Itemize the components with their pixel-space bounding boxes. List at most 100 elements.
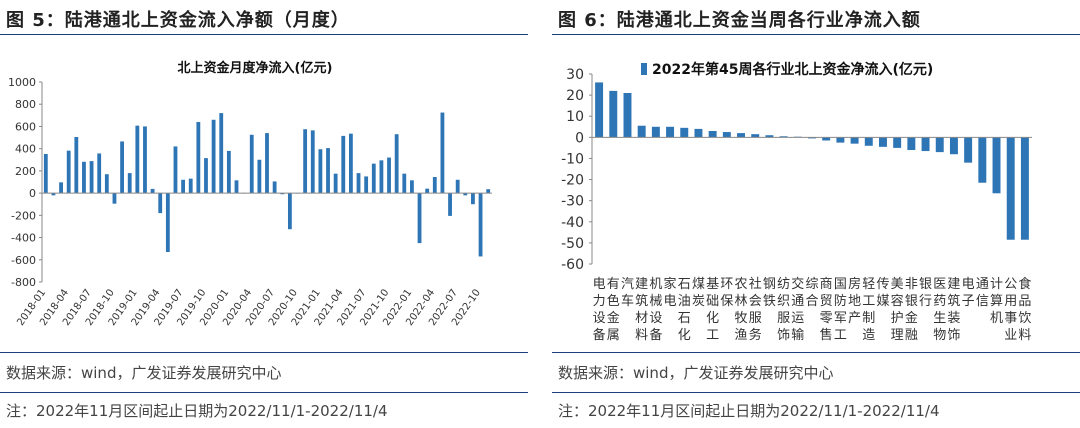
bar-2020-12 [310, 130, 315, 194]
bar-2019-04 [158, 193, 163, 214]
bar-煤炭 [694, 128, 703, 138]
bar-2019-08 [188, 178, 193, 194]
bar-2020-02 [234, 180, 239, 194]
bar-轻工制造 [864, 137, 873, 146]
bar-基础化工 [708, 131, 717, 138]
x-tick-label: 汽车 [621, 277, 634, 309]
y-tick-label: 200 [15, 165, 36, 178]
bar-2019-05 [165, 193, 170, 252]
bar-2021-10 [387, 157, 391, 194]
bar-2021-08 [371, 163, 376, 194]
x-tick-label: 社会服务 [749, 276, 762, 343]
bar-2018-08 [97, 153, 102, 194]
bar-传媒 [878, 137, 887, 147]
y-tick-label: -60 [561, 257, 584, 273]
bar-2021-12 [402, 173, 407, 194]
x-tick-label: 医药生物 [933, 277, 946, 343]
bar-2021-11 [394, 134, 399, 194]
bar-2020-07 [272, 181, 277, 194]
industry-weekly-chart: 2022年第45周各行业北上资金净流入(亿元) -60 -50 -40 -30 -20 -1… [561, 61, 1032, 343]
x-tick-label: 电力设备 [593, 277, 606, 343]
bar-机械设备 [651, 126, 660, 138]
bar-家电 [666, 126, 675, 138]
x-tick-label: 食品饮料 [1018, 276, 1031, 343]
bar-2020-04 [249, 134, 254, 194]
y-tick-label: 0 [575, 130, 584, 146]
bar-2019-12 [219, 113, 224, 194]
bar-农林牧渔 [737, 133, 746, 138]
x-tick-label: 交通运输 [791, 276, 804, 343]
bar-2019-11 [211, 119, 216, 194]
bar-2022-10 [478, 193, 483, 257]
x-tick-label: 商贸零售 [820, 277, 833, 343]
bar-非银金融 [907, 137, 916, 150]
bar-通信 [978, 137, 987, 183]
bar-2019-10 [204, 158, 208, 194]
figure-6-note: 注：2022年11月区间起止日期为2022/11/1-2022/11/4 [558, 402, 940, 420]
bar-钢铁 [765, 135, 774, 138]
y-tick-label: -200 [11, 209, 36, 222]
bar-美容护理 [893, 137, 902, 148]
bar-汽车 [623, 93, 632, 138]
x-tick-label: 轻工制造 [862, 277, 875, 343]
bar-2020-08 [280, 193, 285, 195]
bar-房地产 [850, 137, 859, 144]
y-tick-label: 800 [15, 98, 36, 111]
bar-2018-04 [66, 150, 71, 194]
y-tick-label: -400 [11, 232, 36, 245]
y-tick-label: -600 [11, 254, 36, 267]
bar-2022-04 [432, 177, 437, 194]
bar-环保 [722, 132, 731, 138]
bar-2020-11 [303, 129, 308, 194]
figure-5-note-rule [0, 392, 528, 393]
bar-2019-02 [143, 126, 147, 194]
x-tick-label: 美容护理 [891, 277, 904, 343]
x-tick-label: 机械设备 [649, 277, 662, 343]
bar-2022-09 [471, 193, 475, 205]
legend-label: 2022年第45周各行业北上资金净流入(亿元) [652, 61, 933, 78]
bar-2021-06 [356, 173, 361, 194]
y-tick-label: -50 [561, 236, 584, 252]
figure-6-note-rule [552, 392, 1080, 393]
x-tick-label: 钢铁 [763, 277, 776, 309]
y-tick-label: 400 [15, 143, 36, 156]
bar-2019-03 [150, 188, 155, 194]
x-tick-label: 综合 [805, 277, 818, 309]
bar-2021-07 [364, 176, 369, 194]
bar-2019-01 [135, 125, 140, 194]
bar-建筑装饰 [949, 137, 958, 155]
x-tick-label: 房地产 [848, 276, 861, 326]
figure-5-top-rule [0, 34, 528, 35]
bar-2021-05 [348, 133, 353, 194]
figure-5-title: 图 5：陆港通北上资金流入净额（月度） [6, 10, 350, 31]
figure-6-panel: 图 6：陆港通北上资金当周各行业净流入额 2022年第45周各行业北上资金净流入… [552, 0, 1080, 428]
bar-建筑材料 [637, 125, 646, 138]
bar-2018-05 [74, 137, 79, 194]
figure-6-top-rule [552, 34, 1080, 35]
bar-2018-01 [43, 154, 48, 194]
bar-银行 [921, 137, 930, 152]
bar-2021-01 [318, 149, 323, 194]
figure-5-note: 注：2022年11月区间起止日期为2022/11/1-2022/11/4 [6, 402, 388, 420]
y-tick-label: 0 [29, 187, 36, 200]
bar-2022-05 [440, 112, 445, 194]
x-tick-label: 有色金属 [607, 277, 620, 343]
monthly-northbound-chart: 北上资金月度净流入(亿元) -800 -600 -400 -200 0 200 400 600 8… [8, 60, 492, 328]
y-tick-label: 600 [15, 120, 36, 133]
bar-2018-06 [82, 161, 86, 194]
bar-计算机 [992, 137, 1001, 194]
figure-6-title: 图 6：陆港通北上资金当周各行业净流入额 [558, 10, 921, 31]
x-tick-label: 计算机 [990, 277, 1003, 326]
figure-5-source: 数据来源：wind，广发证券发展研究中心 [6, 364, 282, 382]
bar-2020-05 [257, 159, 262, 194]
x-tick-label: 建筑装饰 [947, 277, 960, 343]
y-tick-label: -40 [561, 215, 584, 231]
bar-电子 [964, 137, 973, 163]
x-tick-label: 通信 [976, 277, 989, 309]
figure-6-source-rule [552, 352, 1080, 353]
x-tick-label: 石油石化 [678, 277, 691, 343]
bar-2022-03 [425, 188, 430, 194]
x-tick-label: 基础化工 [706, 277, 719, 343]
x-tick-label: 银行 [919, 277, 932, 309]
figure-6-source: 数据来源：wind，广发证券发展研究中心 [558, 364, 834, 382]
